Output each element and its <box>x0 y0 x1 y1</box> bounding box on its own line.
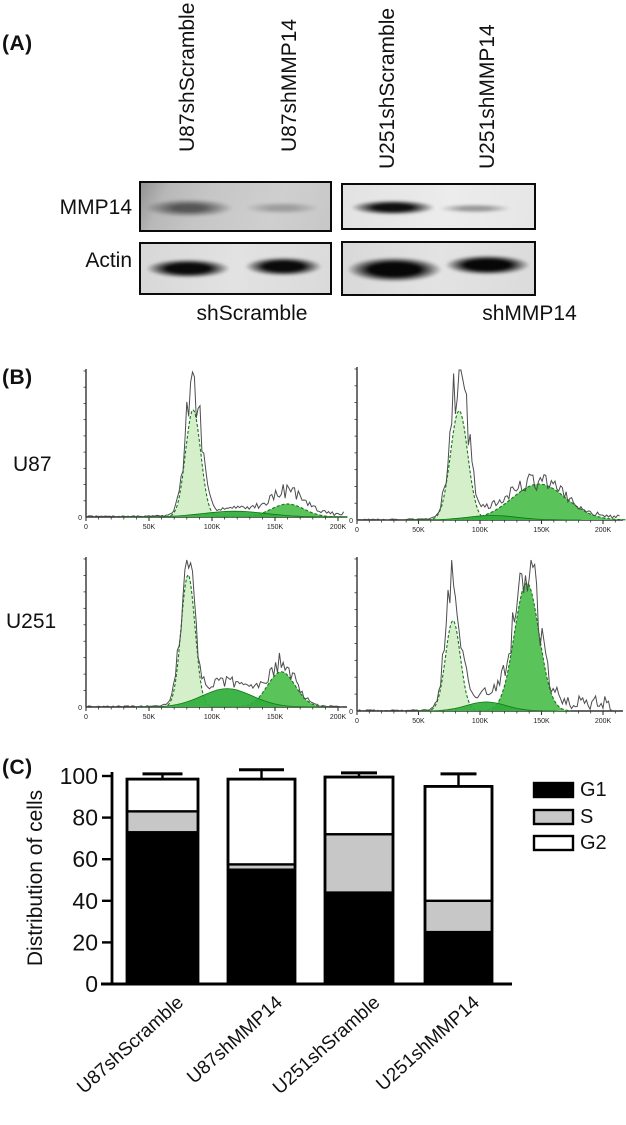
svg-text:Distribution of cells: Distribution of cells <box>24 790 47 966</box>
svg-text:U251shMMP14: U251shMMP14 <box>372 992 484 1096</box>
blot-actin-u251-pair <box>341 241 536 296</box>
svg-text:100K: 100K <box>472 718 489 725</box>
svg-text:50K: 50K <box>412 718 425 725</box>
lane-label-u87shscramble: U87shScramble <box>176 2 199 152</box>
blot-row-label-mmp14: MMP14 <box>59 196 132 219</box>
group-label-shmmp14: shMMP14 <box>482 302 577 325</box>
svg-text:200K: 200K <box>330 524 347 531</box>
blot-band-mmp14-u87shmmp14 <box>245 202 319 214</box>
svg-text:U87shMMP14: U87shMMP14 <box>183 992 287 1088</box>
svg-text:0: 0 <box>84 524 88 531</box>
svg-text:150K: 150K <box>267 524 284 531</box>
svg-text:50K: 50K <box>143 524 156 531</box>
svg-text:80: 80 <box>72 805 98 831</box>
flow-histogram-u87-shmmp14: 00 50K 100K 150K 200K <box>349 367 626 534</box>
svg-text:200K: 200K <box>595 527 612 534</box>
flow-histogram-u251-shmmp14: 00 50K 100K 150K 200K <box>349 557 623 725</box>
blot-band-mmp14-u251shscramble <box>351 200 435 215</box>
flow-histogram-u251-shscramble: 00 50K 100K 150K 200K <box>78 557 347 721</box>
blot-band-mmp14-u87shscramble <box>145 199 233 217</box>
blot-band-mmp14-u251shmmp14 <box>439 204 511 213</box>
svg-text:0: 0 <box>85 971 98 997</box>
svg-text:200K: 200K <box>330 714 347 721</box>
panel-a-label: (A) <box>2 32 33 55</box>
group-label-shscramble: shScramble <box>196 302 308 325</box>
blot-actin-u87-pair <box>139 242 332 295</box>
blot-band-actin-u87shscramble <box>146 259 230 278</box>
svg-text:0: 0 <box>84 714 88 721</box>
lane-label-u87shmmp14: U87shMMP14 <box>278 18 301 152</box>
panel-b-label: (B) <box>2 366 33 389</box>
svg-text:200K: 200K <box>595 718 612 725</box>
svg-text:150K: 150K <box>533 718 550 725</box>
svg-text:100K: 100K <box>204 524 221 531</box>
svg-text:100K: 100K <box>472 527 489 534</box>
svg-text:0: 0 <box>349 518 353 525</box>
svg-text:0: 0 <box>355 527 359 534</box>
svg-text:100K: 100K <box>204 714 221 721</box>
panel-c-label: (C) <box>2 756 33 779</box>
lane-label-u251shscramble: U251shScramble <box>376 7 399 169</box>
blot-mmp14-u87-pair <box>139 181 332 232</box>
svg-text:60: 60 <box>72 846 98 872</box>
svg-text:0: 0 <box>349 709 353 716</box>
svg-text:50K: 50K <box>143 714 156 721</box>
svg-text:150K: 150K <box>267 714 284 721</box>
svg-text:G2: G2 <box>580 832 607 854</box>
blot-mmp14-u251-pair <box>341 183 536 230</box>
cell-line-label-u251: U251 <box>6 610 57 633</box>
svg-text:150K: 150K <box>533 527 550 534</box>
svg-text:40: 40 <box>72 888 98 914</box>
blot-band-actin-u251shmmp14 <box>445 255 530 275</box>
cell-line-label-u87: U87 <box>13 453 52 476</box>
flow-histogram-u87-shscramble: 00 50K 100K 150K 200K <box>78 369 349 531</box>
blot-band-actin-u251shscramble <box>347 257 442 282</box>
svg-text:0: 0 <box>78 515 82 522</box>
lane-label-u251shmmp14: U251shMMP14 <box>476 24 499 169</box>
svg-text:U87shScramble: U87shScramble <box>73 992 188 1098</box>
svg-text:100: 100 <box>60 763 98 789</box>
svg-text:0: 0 <box>355 718 359 725</box>
svg-text:20: 20 <box>72 929 98 955</box>
blot-row-label-actin: Actin <box>85 249 132 272</box>
cell-cycle-distribution-bar-chart: 0 20 40 60 80 100 Distribution of cells G1 S G2 U8… <box>24 763 607 1099</box>
svg-text:50K: 50K <box>412 527 425 534</box>
blot-band-actin-u87shmmp14 <box>245 257 322 276</box>
svg-text:G1: G1 <box>580 779 607 801</box>
svg-text:0: 0 <box>78 705 82 712</box>
svg-text:S: S <box>580 806 593 828</box>
